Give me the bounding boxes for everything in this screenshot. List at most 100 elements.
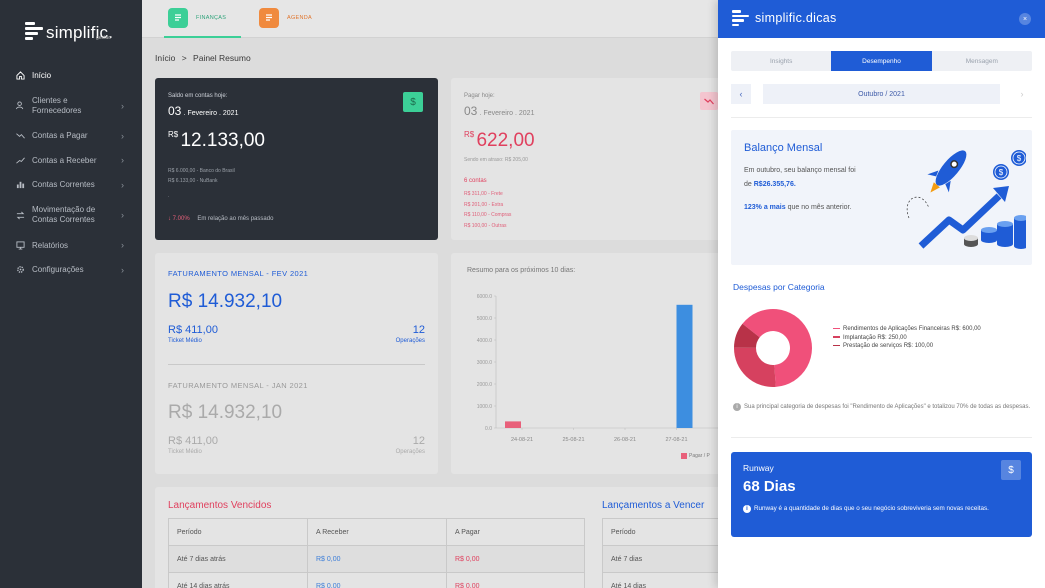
vencidos-title: Lançamentos Vencidos <box>168 500 272 511</box>
gear-icon <box>16 265 25 274</box>
topnav-label: FINANÇAS <box>196 15 227 21</box>
x-tick-label: 27-08-21 <box>665 437 687 443</box>
next-month-button[interactable]: › <box>1020 89 1024 99</box>
legend-label: Prestação de serviços R$: 100,00 <box>843 343 934 349</box>
legend-swatch <box>833 336 840 338</box>
svg-text:$: $ <box>1017 154 1022 163</box>
fat1-ticket-value: R$ 411,00 <box>168 324 218 336</box>
table-cell[interactable]: R$ 0,00 <box>446 572 585 588</box>
dicas-panel: simplific.dicas × Insights Desempenho Me… <box>718 0 1045 588</box>
legend-swatch <box>833 344 840 347</box>
pagar-day: 03 <box>464 104 478 118</box>
fat1-value: R$ 14.932,10 <box>168 291 283 312</box>
sidebar-item-label: Início <box>32 70 52 80</box>
logo-subtitle: gestão <box>96 35 112 41</box>
prev-month-button[interactable]: ‹ <box>731 84 751 104</box>
fat2-value: R$ 14.932,10 <box>168 402 283 423</box>
x-tick-label: 25-08-21 <box>562 437 584 443</box>
table-cell: Até 7 dias <box>602 545 731 573</box>
legend-label: Rendimentos de Aplicações Financeiras R$… <box>843 326 981 332</box>
chevron-right-icon: › <box>121 179 124 190</box>
y-tick-label: 4000.0 <box>477 338 493 344</box>
fat1-ops-value: 12 <box>412 324 425 336</box>
bar-receber <box>676 304 693 428</box>
dollar-icon: $ <box>403 92 423 112</box>
pagar-item: R$ 110,00 - Compras <box>464 212 512 218</box>
sidebar-item-movimentacao[interactable]: Movimentação de Contas Correntes › <box>0 197 142 233</box>
pagar-value: 622,00 <box>476 130 535 151</box>
fat1-ticket-label: Ticket Médio <box>168 338 202 344</box>
month-label[interactable]: Outubro / 2021 <box>763 84 1000 104</box>
tab-mensagem[interactable]: Mensagem <box>965 57 998 65</box>
month-selector: ‹ Outubro / 2021 › <box>731 84 1032 104</box>
resumo-title: Resumo para os próximos 10 dias: <box>467 267 576 274</box>
balanco-pct-text: que no mês anterior. <box>787 204 852 211</box>
logo[interactable]: simplific. <box>0 0 142 50</box>
table-row: Até 7 dias atrás R$ 0,00 R$ 0,00 <box>168 545 585 573</box>
topnav-financas[interactable]: FINANÇAS <box>168 8 226 28</box>
divider <box>168 364 425 365</box>
arrow-down-icon: ↓ <box>168 216 171 222</box>
tab-insights[interactable]: Insights <box>769 57 793 65</box>
legend-label: Pagar / P <box>689 453 710 459</box>
close-button[interactable]: × <box>1019 13 1031 25</box>
despesas-title: Despesas por Categoria <box>733 282 825 292</box>
logo-icon <box>732 10 749 28</box>
svg-text:$: $ <box>999 168 1004 177</box>
sidebar-item-relatorios[interactable]: Relatórios › <box>0 233 142 258</box>
saldo-pct: 7.00% <box>172 216 190 222</box>
sidebar-item-label: Contas a Pagar <box>32 131 88 141</box>
trend-down-icon <box>700 92 718 110</box>
vencidos-table: Período A Receber A Pagar Até 7 dias atr… <box>168 518 585 588</box>
table-cell[interactable]: R$ 0,00 <box>307 545 447 573</box>
sidebar-item-label: Contas a Receber <box>32 155 97 165</box>
saldo-value: 12.133,00 <box>180 130 265 151</box>
transfer-icon <box>16 211 25 220</box>
sidebar-item-label: Configurações <box>32 265 84 275</box>
breadcrumb: Início > Painel Resumo <box>155 53 251 63</box>
table-cell[interactable]: R$ 0,00 <box>307 572 447 588</box>
donut-slice[interactable] <box>734 323 760 348</box>
sidebar-item-contas-correntes[interactable]: Contas Correntes › <box>0 173 142 198</box>
sidebar-nav: Início Clientes e Fornecedores › Contas … <box>0 63 142 282</box>
logo-icon <box>25 22 43 44</box>
panel-header: simplific.dicas × <box>718 0 1045 38</box>
pagar-item: R$ 100,00 - Outras <box>464 222 507 229</box>
runway-card: Runway 68 Dias $ i Runway é a quantidade … <box>731 452 1032 537</box>
despesas-donut-chart <box>734 309 812 387</box>
balanco-value: R$26.355,76. <box>753 181 796 188</box>
report-icon <box>16 241 25 250</box>
donut-slice[interactable] <box>734 347 776 387</box>
bar-pagar <box>505 421 521 428</box>
resumo-card: Resumo para os próximos 10 dias: 6000.0 5… <box>451 253 731 474</box>
home-icon <box>16 71 25 80</box>
breadcrumb-current: Painel Resumo <box>193 53 251 63</box>
rocket-illustration: $ $ <box>906 150 1026 249</box>
tab-desempenho[interactable]: Desempenho <box>831 51 932 71</box>
table-cell[interactable]: R$ 0,00 <box>446 545 585 573</box>
despesas-legend: Rendimentos de Aplicações Financeiras R$… <box>833 325 981 351</box>
runway-value: 68 Dias <box>743 478 796 495</box>
bar-chart-icon <box>16 180 25 189</box>
table-header: A Pagar <box>446 518 585 546</box>
finance-icon <box>168 8 188 28</box>
breadcrumb-home[interactable]: Início <box>155 53 176 63</box>
table-row: Até 14 dias atrás R$ 0,00 R$ 0,00 <box>168 572 585 588</box>
sidebar-item-configuracoes[interactable]: Configurações › <box>0 258 142 283</box>
donut-slice[interactable] <box>742 309 812 387</box>
saldo-pct-text: Em relação ao mês passado <box>197 216 274 222</box>
runway-note: Runway é a quantidade de dias que o seu … <box>754 505 989 512</box>
sidebar-item-contas-pagar[interactable]: Contas a Pagar › <box>0 124 142 149</box>
fat2-ticket-label: Ticket Médio <box>168 449 202 455</box>
pagar-currency: R$ <box>464 130 475 139</box>
sidebar-item-contas-receber[interactable]: Contas a Receber › <box>0 148 142 173</box>
trend-up-icon <box>16 156 25 165</box>
divider <box>731 437 1032 438</box>
y-tick-label: 5000.0 <box>477 316 493 322</box>
sidebar-item-clientes[interactable]: Clientes e Fornecedores › <box>0 88 142 124</box>
topnav-agenda[interactable]: AGENDA <box>259 8 312 28</box>
balanco-title: Balanço Mensal <box>744 142 823 154</box>
despesas-note-text: Sua principal categoria de despesas foi … <box>744 404 1031 410</box>
sidebar-item-inicio[interactable]: Início <box>0 63 142 88</box>
dollar-icon: $ <box>1001 460 1021 480</box>
